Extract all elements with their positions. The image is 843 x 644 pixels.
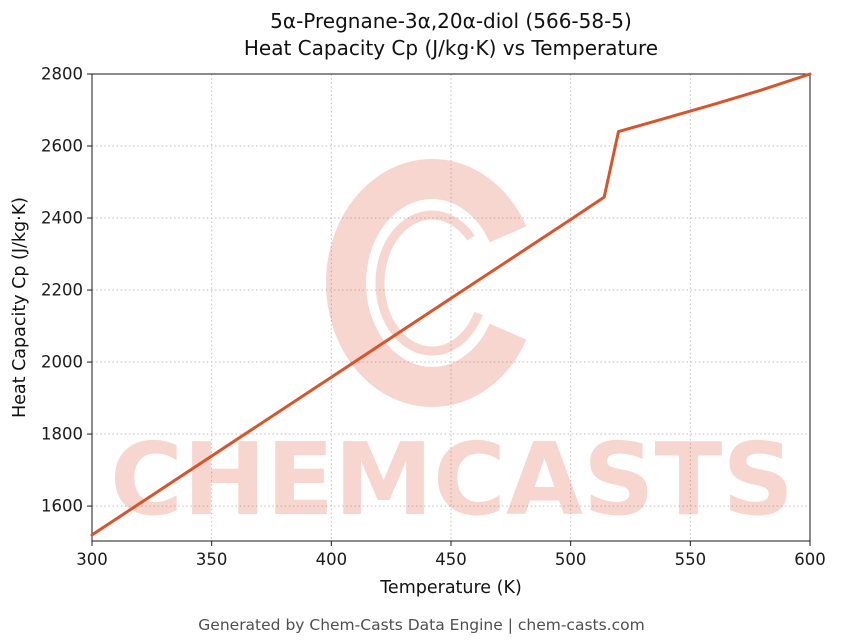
svg-text:300: 300 [76,550,108,569]
chart-title-line2: Heat Capacity Cp (J/kg·K) vs Temperature [243,36,659,60]
x-axis-label: Temperature (K) [379,578,522,598]
chart-title-block: 5α-Pregnane-3α,20α-diol (566-58-5) Heat … [92,8,810,62]
svg-text:2600: 2600 [41,137,83,156]
y-axis-label: Heat Capacity Cp (J/kg·K) [10,197,30,418]
cp-data-line [90,72,812,537]
svg-text:2800: 2800 [41,65,83,84]
tick-marks [87,73,811,546]
svg-text:450: 450 [435,550,467,569]
watermark-text: CHEMCASTS [110,421,794,538]
tick-labels: 300 350 400 450 500 550 600 1600 1800 2000 2200 240… [41,65,826,570]
svg-text:550: 550 [675,550,707,569]
chart-title-line1: 5α-Pregnane-3α,20α-diol (566-58-5) [270,9,632,33]
svg-text:1800: 1800 [41,425,83,444]
svg-text:350: 350 [196,550,228,569]
svg-text:600: 600 [794,550,826,569]
svg-text:500: 500 [555,550,587,569]
svg-text:400: 400 [316,550,348,569]
svg-text:1600: 1600 [41,497,83,516]
svg-text:2000: 2000 [41,353,83,372]
svg-text:2200: 2200 [41,281,83,300]
watermark: CHEMCASTS [110,159,794,538]
footer-text: Generated by Chem-Casts Data Engine | ch… [198,616,645,634]
svg-text:2400: 2400 [41,209,83,228]
watermark-logo-icon [326,159,538,407]
